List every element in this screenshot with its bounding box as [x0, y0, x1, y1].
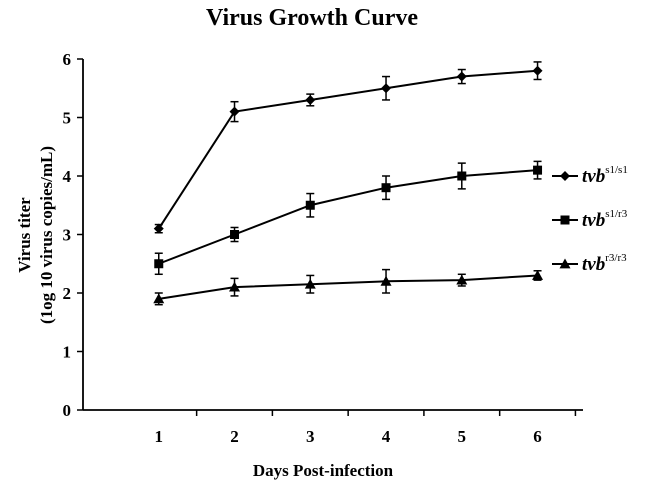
y-tick-label: 6: [63, 50, 72, 69]
series-line: [158, 169, 538, 265]
chart-title: Virus Growth Curve: [206, 5, 418, 31]
legend-label-base: tvb: [582, 166, 605, 187]
series-line: [158, 274, 538, 300]
x-tick-label: 1: [155, 427, 164, 446]
data-point: [533, 165, 543, 175]
x-tick-label: 6: [533, 427, 542, 446]
data-point: [230, 230, 240, 239]
legend-marker: [560, 171, 570, 181]
y-tick-label: 2: [63, 284, 72, 303]
series-square: [154, 160, 543, 276]
plot-area: [153, 61, 544, 306]
data-point: [229, 106, 240, 117]
legend-label-base: tvb: [582, 210, 605, 231]
y-axis-label: Virus titer (1og 10 virus copies/mL): [15, 146, 56, 324]
legend-label: tvbs1/r3: [582, 208, 628, 231]
legend-marker: [560, 215, 570, 225]
data-point: [457, 171, 467, 181]
data-point: [456, 274, 468, 285]
data-point: [456, 71, 467, 82]
data-point: [304, 278, 316, 289]
legend-label: tvbs1/s1: [582, 164, 628, 187]
data-point: [153, 223, 164, 234]
data-point: [381, 183, 391, 193]
series-diamond: [153, 61, 543, 234]
legend-label-base: tvb: [582, 254, 605, 275]
data-point: [153, 293, 165, 304]
legend-label-superscript: s1/s1: [605, 164, 628, 176]
legend-entry-triangle: tvbr3/r3: [552, 252, 627, 275]
x-tick-label: 5: [458, 427, 467, 446]
x-tick-label: 2: [230, 427, 239, 446]
y-tick-label: 0: [63, 401, 72, 420]
y-tick-label: 1: [63, 343, 72, 362]
y-tick-label: 3: [63, 226, 72, 245]
y-tick-label: 5: [63, 109, 72, 128]
axes: 0 1 2 3 4 5 6 1 2 3 4 5 6: [63, 50, 583, 446]
x-tick-label: 4: [382, 427, 391, 446]
legend-entry-diamond: tvbs1/s1: [552, 164, 628, 187]
legend-label-superscript: s1/r3: [605, 208, 628, 220]
series-line: [157, 69, 538, 230]
series-triangle: [153, 268, 544, 306]
data-point: [380, 275, 392, 286]
y-axis-label-line-1: Virus titer: [15, 197, 34, 273]
data-point: [532, 65, 543, 76]
data-point: [229, 281, 241, 292]
x-axis-label: Days Post-infection: [253, 461, 394, 480]
data-point: [532, 269, 544, 280]
legend-marker: [559, 258, 571, 269]
y-tick-label: 4: [63, 167, 72, 186]
legend-entry-square: tvbs1/r3: [552, 208, 628, 231]
x-tick-label: 3: [306, 427, 315, 446]
legend-label-superscript: r3/r3: [605, 252, 627, 264]
y-axis-label-line-2: (1og 10 virus copies/mL): [37, 146, 56, 324]
legend-label: tvbr3/r3: [582, 252, 627, 275]
data-point: [381, 83, 392, 94]
data-point: [154, 259, 164, 269]
data-point: [305, 200, 315, 210]
data-point: [305, 94, 316, 105]
